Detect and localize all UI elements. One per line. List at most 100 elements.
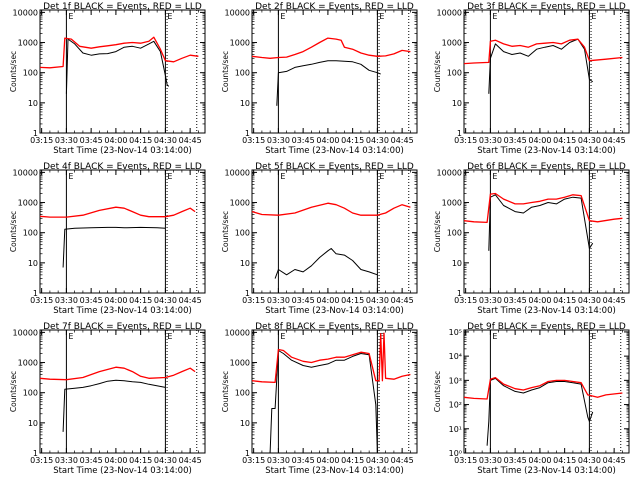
lld-series-line	[39, 206, 196, 218]
panel-title: Det 3f BLACK = Events, RED = LLD	[467, 2, 626, 12]
x-tick-label: 03:45	[504, 296, 527, 305]
y-tick-label: 1	[33, 449, 38, 458]
x-tick-label: 04:30	[578, 136, 601, 145]
event-marker-label: E	[591, 332, 596, 341]
y-tick-label: 10⁵	[449, 328, 462, 337]
event-marker-label: E	[492, 12, 497, 21]
x-tick-label: 04:15	[553, 296, 576, 305]
x-tick-label: 04:45	[179, 456, 202, 465]
panel-1: Det 1f BLACK = Events, RED = LLD 1 10 100 10…	[9, 2, 206, 156]
y-tick-label: 1000	[230, 199, 250, 208]
x-tick-label: 04:00	[104, 136, 127, 145]
event-marker-label: E	[492, 172, 497, 181]
panel-title: Det 2f BLACK = Events, RED = LLD	[255, 2, 414, 12]
events-series-line	[274, 248, 378, 279]
x-tick-label: 04:45	[391, 296, 414, 305]
panel-title: Det 5f BLACK = Events, RED = LLD	[255, 162, 414, 172]
x-tick-label: 03:15	[242, 296, 265, 305]
x-tick-label: 04:15	[129, 456, 152, 465]
y-tick-label: 1	[245, 449, 250, 458]
x-tick-label: 03:15	[454, 296, 477, 305]
x-tick-label: 04:00	[316, 296, 339, 305]
event-marker-label: E	[280, 12, 285, 21]
y-tick-label: 1	[245, 289, 250, 298]
y-axis-label: Counts/sec	[221, 211, 230, 252]
y-tick-label: 1	[457, 129, 462, 138]
plot-frame	[251, 9, 418, 134]
x-tick-label: 04:45	[603, 296, 626, 305]
x-tick-label: 03:45	[80, 456, 103, 465]
x-tick-label: 04:45	[391, 456, 414, 465]
lld-series-line	[463, 192, 623, 224]
event-marker-label: E	[280, 172, 285, 181]
x-tick-label: 04:00	[528, 456, 551, 465]
panel-title: Det 9f BLACK = Events, RED = LLD	[467, 322, 626, 332]
plot-frame	[39, 9, 206, 134]
y-tick-label: 10000	[13, 8, 38, 17]
x-tick-label: 03:30	[479, 136, 502, 145]
x-tick-label: 03:30	[267, 136, 290, 145]
x-tick-label: 04:45	[179, 136, 202, 145]
events-series-line	[62, 226, 166, 268]
panel-3: Det 3f BLACK = Events, RED = LLD 1 10 100 10…	[433, 2, 630, 156]
lld-series-line	[251, 332, 411, 384]
x-tick-label: 03:30	[55, 456, 78, 465]
x-tick-label: 03:45	[292, 296, 315, 305]
x-axis-label: Start Time (23-Nov-14 03:14:00)	[477, 306, 616, 316]
x-tick-label: 04:15	[553, 456, 576, 465]
x-tick-label: 03:15	[30, 456, 53, 465]
y-tick-label: 1000	[18, 199, 38, 208]
x-tick-label: 04:15	[341, 456, 364, 465]
y-axis-label: Counts/sec	[433, 371, 442, 412]
x-tick-label: 04:45	[391, 136, 414, 145]
y-tick-label: 10³	[449, 376, 462, 385]
lld-series-line	[39, 36, 199, 69]
x-tick-label: 03:30	[267, 456, 290, 465]
x-tick-label: 04:00	[316, 456, 339, 465]
x-tick-label: 04:15	[341, 136, 364, 145]
x-tick-label: 03:30	[55, 296, 78, 305]
x-tick-label: 04:15	[129, 296, 152, 305]
events-series-line	[269, 350, 378, 454]
y-tick-label: 10¹	[449, 425, 462, 434]
plot-frame	[463, 169, 630, 294]
x-tick-label: 04:15	[553, 136, 576, 145]
panel-6: Det 6f BLACK = Events, RED = LLD 1 10 100 10…	[433, 162, 630, 316]
x-tick-label: 03:45	[80, 296, 103, 305]
x-tick-label: 03:15	[454, 456, 477, 465]
lld-series-line	[463, 376, 623, 400]
y-tick-label: 10	[28, 99, 38, 108]
y-tick-label: 100	[447, 229, 462, 238]
x-tick-label: 04:45	[603, 136, 626, 145]
y-tick-label: 10000	[13, 168, 38, 177]
x-axis-label: Start Time (23-Nov-14 03:14:00)	[53, 146, 192, 156]
x-tick-label: 03:45	[292, 136, 315, 145]
event-marker-label: E	[492, 332, 497, 341]
plot-frame	[251, 329, 418, 454]
y-tick-label: 1000	[18, 359, 38, 368]
event-marker-label: E	[68, 172, 73, 181]
event-marker-label: E	[591, 172, 596, 181]
x-tick-label: 04:00	[104, 456, 127, 465]
lld-series-line	[39, 366, 196, 381]
event-marker-label: E	[167, 332, 172, 341]
event-marker-label: E	[167, 12, 172, 21]
event-marker-label: E	[280, 332, 285, 341]
panel-5: Det 5f BLACK = Events, RED = LLD 1 10 100 10…	[221, 162, 418, 316]
x-tick-label: 04:15	[341, 296, 364, 305]
event-marker-label: E	[167, 172, 172, 181]
plot-frame	[463, 329, 630, 454]
x-axis-label: Start Time (23-Nov-14 03:14:00)	[477, 466, 616, 476]
events-series-line	[276, 60, 381, 106]
y-tick-label: 10000	[225, 168, 250, 177]
y-tick-label: 10000	[225, 328, 250, 337]
plot-frame	[251, 169, 418, 294]
y-tick-label: 1000	[442, 199, 462, 208]
x-tick-label: 04:30	[366, 136, 389, 145]
lld-series-line	[463, 38, 623, 65]
x-tick-label: 04:30	[578, 296, 601, 305]
x-tick-label: 04:30	[366, 456, 389, 465]
y-tick-label: 10	[240, 99, 250, 108]
y-tick-label: 1000	[18, 39, 38, 48]
panel-8: Det 8f BLACK = Events, RED = LLD 1 10 100 10…	[221, 322, 418, 476]
